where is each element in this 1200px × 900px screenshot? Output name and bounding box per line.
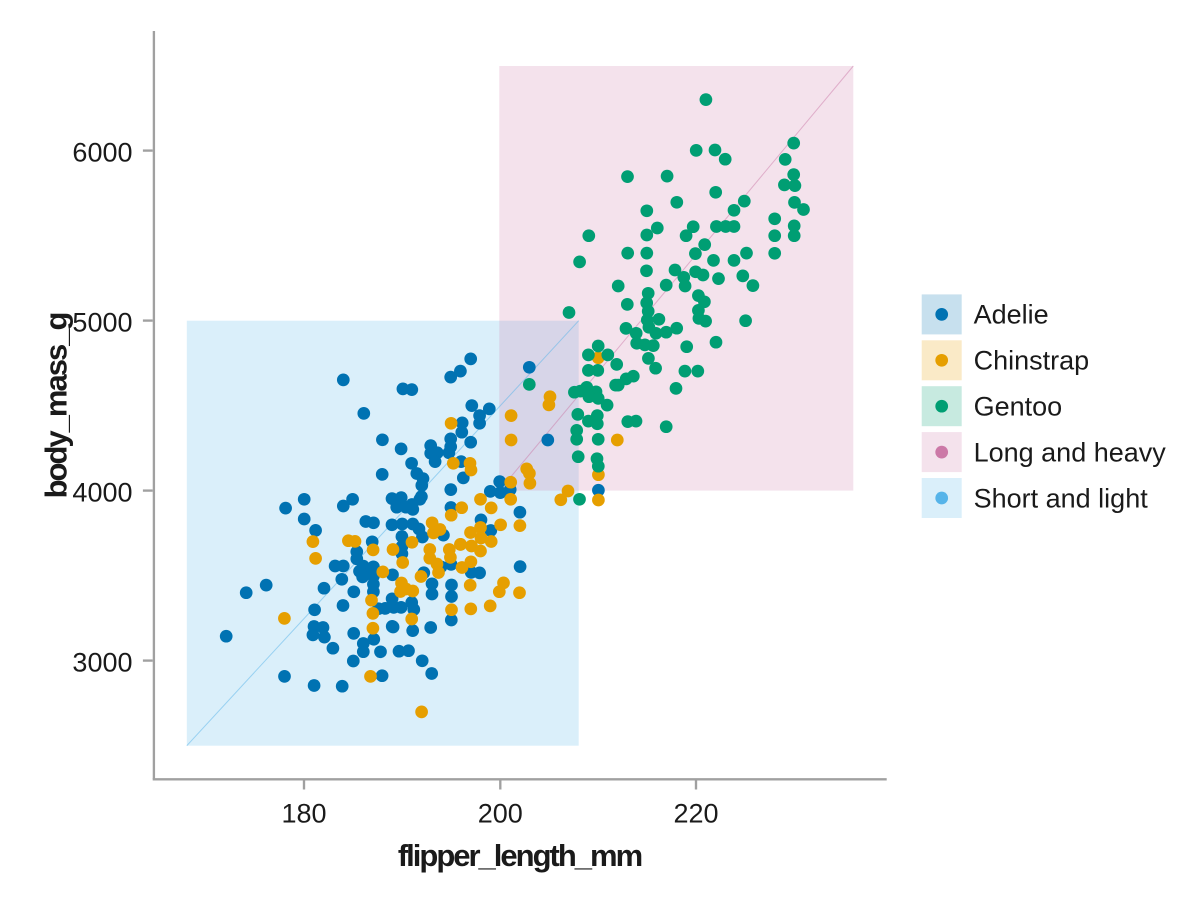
svg-text:220: 220 bbox=[673, 799, 718, 829]
svg-text:3000: 3000 bbox=[72, 648, 132, 678]
svg-text:6000: 6000 bbox=[72, 138, 132, 168]
svg-text:Chinstrap: Chinstrap bbox=[974, 346, 1090, 376]
svg-text:Short and light: Short and light bbox=[974, 483, 1149, 513]
svg-text:Adelie: Adelie bbox=[974, 300, 1049, 330]
svg-text:200: 200 bbox=[478, 799, 523, 829]
svg-text:body_mass_g: body_mass_g bbox=[39, 314, 74, 499]
svg-text:5000: 5000 bbox=[72, 308, 132, 338]
svg-text:Long and heavy: Long and heavy bbox=[974, 437, 1167, 467]
svg-text:4000: 4000 bbox=[72, 478, 132, 508]
svg-text:Gentoo: Gentoo bbox=[974, 392, 1063, 422]
svg-text:flipper_length_mm: flipper_length_mm bbox=[398, 838, 642, 873]
svg-text:180: 180 bbox=[281, 799, 326, 829]
